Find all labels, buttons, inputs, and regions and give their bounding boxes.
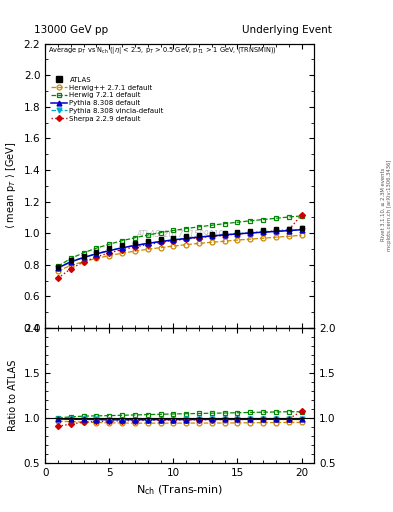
Text: 13000 GeV pp: 13000 GeV pp	[34, 25, 108, 35]
Y-axis label: Ratio to ATLAS: Ratio to ATLAS	[8, 360, 18, 431]
Text: Underlying Event: Underlying Event	[242, 25, 332, 35]
Legend: ATLAS, Herwig++ 2.7.1 default, Herwig 7.2.1 default, Pythia 8.308 default, Pythi: ATLAS, Herwig++ 2.7.1 default, Herwig 7.…	[50, 75, 165, 123]
Text: Rivet 3.1.10, ≥ 2.3M events: Rivet 3.1.10, ≥ 2.3M events	[381, 168, 386, 242]
Text: ATLAS_2017_I1509919: ATLAS_2017_I1509919	[136, 229, 224, 239]
X-axis label: N$_\mathregular{ch}$ (Trans-min): N$_\mathregular{ch}$ (Trans-min)	[136, 484, 223, 497]
Y-axis label: $\langle$ mean p$_T$ $\rangle$ [GeV]: $\langle$ mean p$_T$ $\rangle$ [GeV]	[4, 142, 18, 229]
Text: Average p$_T$ vs N$_\mathregular{ch}$ ($|\eta|$ < 2.5, p$_T$ > 0.5 GeV, p$_{T1}$: Average p$_T$ vs N$_\mathregular{ch}$ ($…	[48, 45, 277, 56]
Text: mcplots.cern.ch [arXiv:1306.3436]: mcplots.cern.ch [arXiv:1306.3436]	[387, 159, 391, 250]
